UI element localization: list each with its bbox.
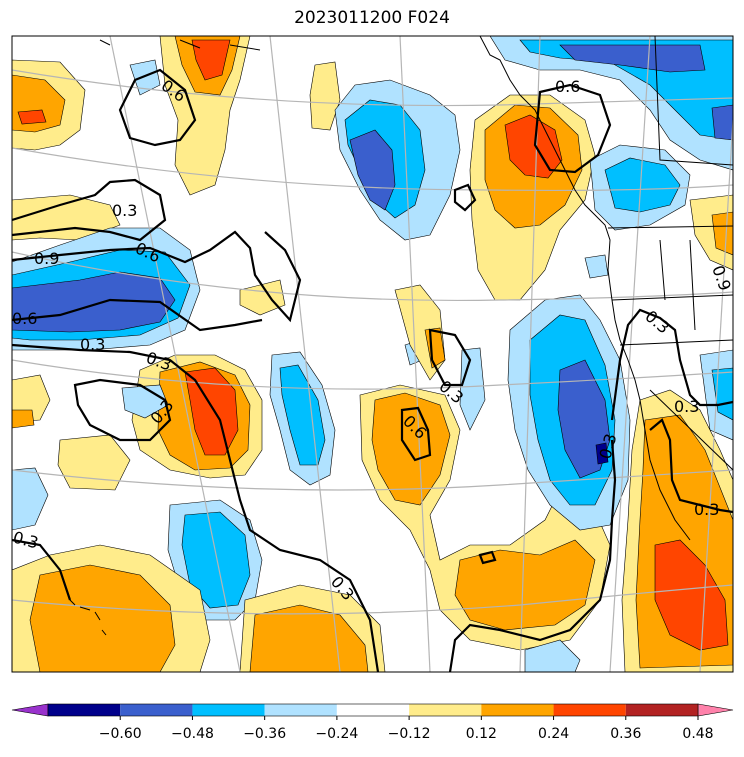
colorbar-tick-label: 0.12 <box>466 726 497 742</box>
map-plot-area: 0.6 0.3 0.9 0.6 0.6 0.3 0.3 0.3 0.6 0.3 … <box>12 36 733 672</box>
contour-lines <box>12 68 733 672</box>
colorbar-bin <box>409 704 482 716</box>
shaded-field <box>12 36 733 672</box>
contour-label: 0.3 <box>674 397 699 416</box>
colorbar-bin <box>553 704 626 716</box>
colorbar-bin <box>336 704 410 716</box>
colorbar-bin <box>481 704 554 716</box>
colorbar-tick-label: −0.60 <box>99 726 142 742</box>
contour-label: 0.3 <box>112 201 137 220</box>
contour-label: 0.9 <box>34 249 59 268</box>
colorbar-bin <box>48 704 121 716</box>
colorbar-bin <box>264 704 337 716</box>
colorbar-bin <box>192 704 265 716</box>
coastlines <box>69 36 733 636</box>
contour-label: 0.3 <box>80 335 105 354</box>
colorbar-bin <box>120 704 193 716</box>
colorbar-tick-label: 0.36 <box>610 726 641 742</box>
colorbar-tick-label: 0.24 <box>538 726 569 742</box>
colorbar-tick-label: −0.24 <box>315 726 358 742</box>
contour-label: 0.6 <box>555 77 580 96</box>
contour-label: 0.6 <box>12 309 37 328</box>
colorbar-tick-label: 0.48 <box>682 726 713 742</box>
colorbar-frame <box>47 703 699 717</box>
colorbar-under-extension <box>11 703 49 717</box>
map-frame <box>11 35 734 673</box>
colorbar-over-extension <box>697 703 734 717</box>
colorbar-tick-label: −0.36 <box>243 726 286 742</box>
colorbar-tick-label: −0.48 <box>171 726 214 742</box>
map-title: 2023011200 F024 <box>294 8 450 28</box>
graticule <box>12 36 733 672</box>
contour-label: 0.3 <box>694 500 719 519</box>
colorbar: −0.60 −0.48 −0.36 −0.24 −0.12 0.12 0.24 0.36 0.4… <box>11 703 734 742</box>
colorbar-tick-label: −0.12 <box>388 726 431 742</box>
colorbar-bin <box>625 704 698 716</box>
